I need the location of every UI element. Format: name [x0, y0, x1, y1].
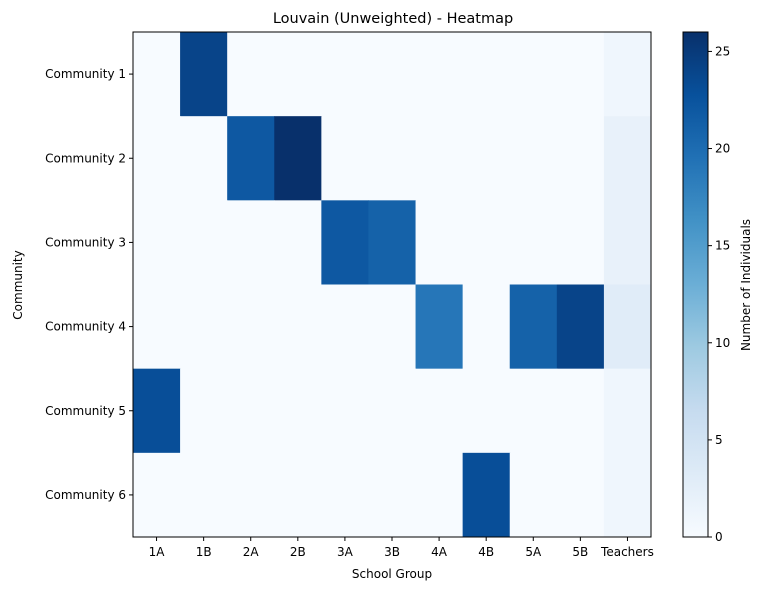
x-tick-label: 4B — [478, 545, 494, 559]
heatmap-cell — [509, 200, 558, 285]
heatmap-cell — [556, 116, 605, 201]
colorbar-tick-label: 20 — [715, 142, 730, 156]
heatmap-cell — [415, 284, 464, 370]
x-tick-label: 2A — [243, 545, 260, 559]
heatmap-cell — [321, 200, 369, 285]
colorbar-label: Number of Individuals — [739, 219, 753, 351]
heatmap-cell — [227, 368, 275, 454]
x-axis-ticks: 1A 1B 2A 2B 3A 3B 4A 4B 5A 5B Teachers — [149, 537, 654, 559]
y-tick-label: Community 3 — [45, 235, 126, 249]
y-axis-label: Community — [11, 250, 25, 319]
heatmap-cell — [556, 200, 605, 285]
heatmap-cell — [462, 200, 511, 285]
colorbar — [682, 31, 709, 538]
heatmap-cell — [133, 32, 181, 117]
heatmap-cell — [415, 32, 464, 117]
heatmap-cell — [462, 32, 511, 117]
colorbar-tick-label: 15 — [715, 239, 730, 253]
heatmap-cell — [321, 368, 369, 454]
x-tick-label: 3A — [337, 545, 354, 559]
colorbar-tick-label: 10 — [715, 336, 730, 350]
heatmap-cell — [274, 452, 322, 538]
heatmap-cell — [462, 284, 511, 370]
colorbar-ticks: 0 5 10 15 20 25 — [708, 44, 730, 544]
heatmap-cell — [603, 116, 652, 201]
heatmap-cell — [180, 284, 228, 370]
heatmap-cells — [133, 32, 652, 538]
heatmap-cell — [227, 32, 275, 117]
heatmap-cell — [321, 116, 369, 201]
heatmap-cell — [368, 32, 417, 117]
y-tick-label: Community 6 — [45, 488, 126, 502]
x-tick-label: 5B — [572, 545, 588, 559]
heatmap-cell — [321, 452, 369, 538]
heatmap-cell — [133, 200, 181, 285]
heatmap-cell — [180, 116, 228, 201]
heatmap-cell — [509, 116, 558, 201]
heatmap-cell — [274, 200, 322, 285]
y-tick-label: Community 1 — [45, 67, 126, 81]
heatmap-cell — [227, 452, 275, 538]
heatmap-cell — [180, 452, 228, 538]
heatmap-cell — [462, 452, 511, 538]
x-axis-label: School Group — [352, 567, 432, 581]
heatmap-cell — [556, 452, 605, 538]
heatmap-cell — [603, 284, 652, 370]
colorbar-tick-label: 25 — [715, 44, 730, 58]
heatmap-cell — [133, 284, 181, 370]
heatmap-cell — [509, 368, 558, 454]
x-tick-label: 1B — [196, 545, 212, 559]
heatmap-cell — [603, 200, 652, 285]
heatmap-cell — [509, 284, 558, 370]
heatmap-cell — [321, 284, 369, 370]
heatmap-cell — [227, 284, 275, 370]
heatmap-cell — [274, 32, 322, 117]
heatmap-cell — [603, 452, 652, 538]
heatmap-cell — [180, 368, 228, 454]
heatmap-cell — [133, 452, 181, 538]
heatmap-cell — [603, 368, 652, 454]
y-tick-label: Community 4 — [45, 320, 126, 334]
colorbar-tick-label: 5 — [715, 433, 723, 447]
heatmap-cell — [415, 200, 464, 285]
y-tick-label: Community 2 — [45, 151, 126, 165]
heatmap-cell — [368, 368, 417, 454]
x-tick-label: 2B — [290, 545, 306, 559]
heatmap-cell — [133, 368, 181, 454]
heatmap-cell — [415, 116, 464, 201]
heatmap-cell — [368, 200, 417, 285]
heatmap-cell — [462, 116, 511, 201]
y-axis-ticks: Community 1 Community 2 Community 3 Communi… — [45, 67, 133, 502]
heatmap-cell — [274, 284, 322, 370]
heatmap-cell — [227, 200, 275, 285]
heatmap-cell — [180, 200, 228, 285]
heatmap-cell — [368, 284, 417, 370]
heatmap-cell — [556, 284, 605, 370]
heatmap-cell — [556, 368, 605, 454]
colorbar-tick-label: 0 — [715, 530, 723, 544]
heatmap-cell — [274, 116, 322, 201]
x-tick-label: 3B — [384, 545, 400, 559]
chart-title: Louvain (Unweighted) - Heatmap — [273, 11, 513, 27]
heatmap-cell — [321, 32, 369, 117]
heatmap-cell — [274, 368, 322, 454]
heatmap-cell — [415, 368, 464, 454]
heatmap-cell — [227, 116, 275, 201]
y-tick-label: Community 5 — [45, 404, 126, 418]
heatmap-cell — [180, 32, 228, 117]
heatmap-cell — [133, 116, 181, 201]
x-tick-label: 5A — [525, 545, 542, 559]
heatmap-cell — [556, 32, 605, 117]
x-tick-label: 1A — [149, 545, 166, 559]
x-tick-label: 4A — [431, 545, 448, 559]
heatmap-cell — [603, 32, 652, 117]
x-tick-label: Teachers — [600, 545, 654, 559]
heatmap-cell — [509, 452, 558, 538]
heatmap-cell — [368, 452, 417, 538]
heatmap-cell — [368, 116, 417, 201]
heatmap-cell — [415, 452, 464, 538]
heatmap-cell — [509, 32, 558, 117]
heatmap-cell — [462, 368, 511, 454]
